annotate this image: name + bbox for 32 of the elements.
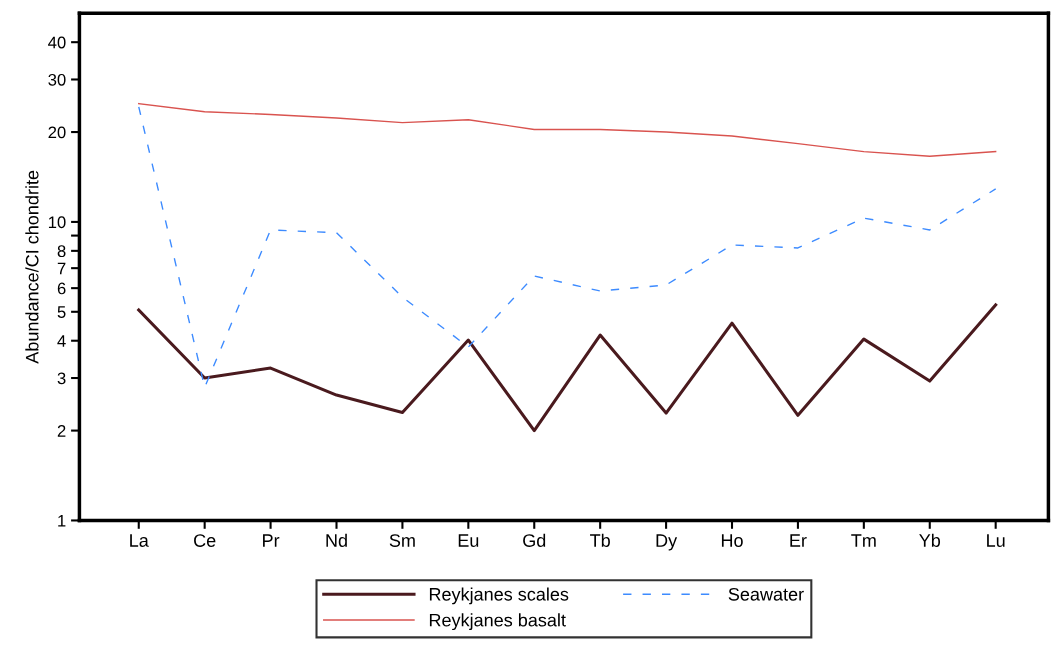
x-tick-label: Eu bbox=[458, 534, 479, 547]
x-tick-label: Sm bbox=[389, 534, 415, 547]
x-tick-label: Ho bbox=[721, 534, 743, 547]
y-tick-label: 30 bbox=[48, 73, 66, 86]
x-tick-label: Tm bbox=[851, 534, 876, 547]
x-tick-label: Lu bbox=[987, 534, 1005, 547]
line-series bbox=[138, 102, 997, 157]
y-tick-label: 40 bbox=[48, 36, 66, 49]
y-tick-label: 20 bbox=[48, 126, 66, 139]
legend-label: Reykjanes basalt bbox=[429, 613, 566, 631]
line-series bbox=[137, 303, 998, 433]
y-tick-label: 2 bbox=[57, 424, 66, 437]
x-tick-label: La bbox=[130, 534, 149, 547]
legend-label: Seawater bbox=[728, 587, 804, 601]
x-tick-label: Tb bbox=[590, 533, 610, 547]
y-tick-label: 6 bbox=[57, 282, 66, 295]
y-tick-label: 8 bbox=[57, 245, 66, 258]
y-axis-title: Abundance/CI chondrite bbox=[25, 170, 39, 364]
x-tick-label: Gd bbox=[523, 533, 546, 547]
x-tick-label: Dy bbox=[656, 534, 678, 551]
x-tick-label: Ce bbox=[194, 534, 216, 547]
legend-label: Reykjanes scales bbox=[429, 587, 569, 605]
x-tick-label: Nd bbox=[326, 533, 347, 547]
y-tick-label: 3 bbox=[57, 372, 66, 385]
y-tick-label: 1 bbox=[58, 515, 66, 527]
y-tick-label: 5 bbox=[57, 306, 66, 318]
y-tick-label: 7 bbox=[57, 262, 66, 275]
y-tick-label: 4 bbox=[57, 335, 66, 347]
x-tick-label: Pr bbox=[263, 534, 280, 547]
x-tick-label: Yb bbox=[919, 533, 941, 547]
y-tick-label: 10 bbox=[48, 216, 66, 229]
x-tick-label: Er bbox=[790, 534, 807, 547]
